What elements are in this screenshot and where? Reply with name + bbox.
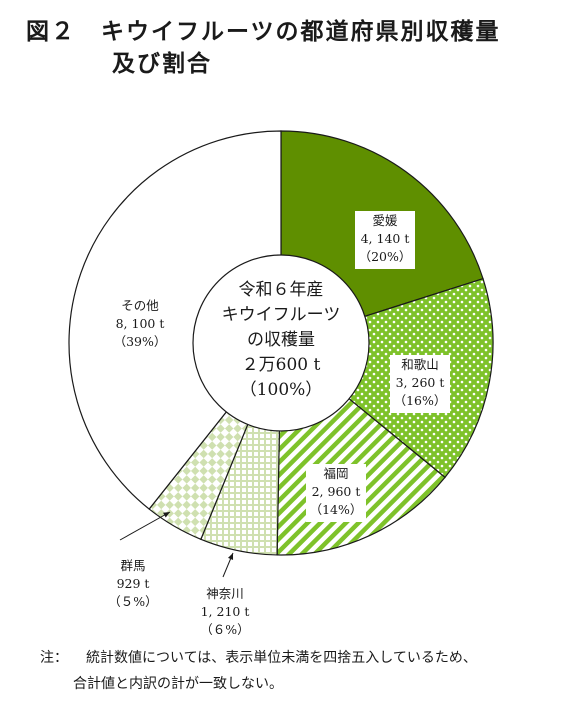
slice-label-percent-1: （16%）: [394, 393, 447, 408]
chart-title-line1: 図２ キウイフルーツの都道府県別収穫量: [26, 19, 501, 45]
slice-label-percent-0: （20%）: [359, 249, 412, 264]
footnote-line2: 合計値と内訳の計が一致しない。: [73, 676, 283, 692]
slice-label-value-4: 929 t: [117, 576, 150, 591]
pie-slice-5: [68, 130, 282, 510]
slice-label-value-1: 3, 260 t: [396, 375, 445, 390]
footnote-text1: 統計数値については、表示単位未満を四捨五入しているため、: [86, 650, 477, 666]
slice-label-percent-2: （14%）: [310, 502, 363, 517]
slice-label-percent-3: （６%）: [200, 622, 249, 637]
center-label-line-0: 令和６年産: [239, 280, 324, 300]
leader-line-4: [119, 511, 171, 541]
slice-label-name-5: その他: [121, 298, 159, 313]
leader-arrow-4: [163, 512, 170, 518]
center-label-line-2: の収穫量: [247, 330, 315, 350]
slice-label-name-4: 群馬: [120, 558, 145, 573]
slice-label-percent-5: （39%）: [114, 334, 167, 349]
slice-label-bg-1: [390, 355, 450, 413]
chart-title-line2: 及び割合: [112, 51, 212, 77]
slice-label-name-0: 愛媛: [372, 213, 398, 228]
footnote-prefix: 注：: [40, 650, 68, 666]
slice-label-bg-0: [355, 211, 415, 269]
slice-label-name-3: 神奈川: [206, 586, 244, 601]
center-label-line-4: （100%）: [240, 380, 323, 400]
slice-label-percent-4: （５%）: [108, 594, 157, 609]
slice-label-value-0: 4, 140 t: [361, 231, 410, 246]
slice-label-value-3: 1, 210 t: [201, 604, 250, 619]
center-label-line-1: キウイフルーツ: [222, 305, 341, 325]
slice-label-name-2: 福岡: [323, 466, 348, 481]
slice-label-name-1: 和歌山: [401, 357, 439, 372]
slice-label-value-5: 8, 100 t: [116, 316, 165, 331]
slice-label-bg-2: [306, 464, 366, 522]
leader-arrow-3: [228, 553, 234, 560]
slice-label-value-2: 2, 960 t: [312, 484, 361, 499]
footnote-line1: 注： 統計数値については、表示単位未満を四捨五入しているため、: [40, 647, 477, 667]
center-circle: [192, 254, 370, 432]
center-label-line-3: ２万600 t: [242, 355, 321, 375]
